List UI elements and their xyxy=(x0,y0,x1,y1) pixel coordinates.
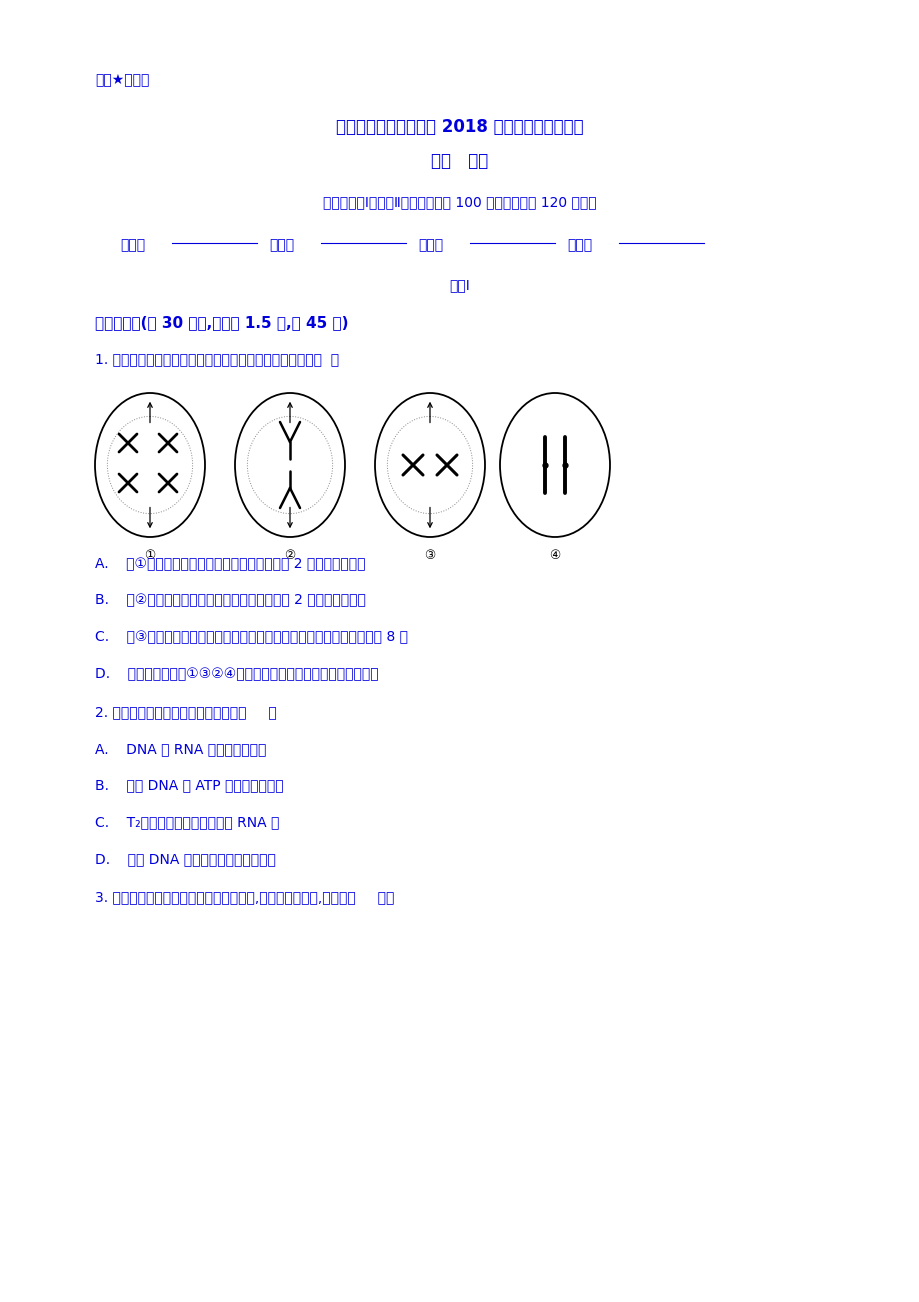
Text: 绝密★启用前: 绝密★启用前 xyxy=(95,72,149,86)
Text: ④: ④ xyxy=(549,549,560,562)
Text: 学校：: 学校： xyxy=(119,238,145,253)
Text: 考号：: 考号： xyxy=(566,238,592,253)
Text: 高一   生物: 高一 生物 xyxy=(431,152,488,171)
Text: ①: ① xyxy=(144,549,155,562)
Text: C.    图③处于减数第二次分裂的中期，该生物体细胞中染色体数目恒定为 8 条: C. 图③处于减数第二次分裂的中期，该生物体细胞中染色体数目恒定为 8 条 xyxy=(95,630,407,644)
Text: 1. 下列有关某生物体各细胞分裂示意图的叙述，正确的是（  ）: 1. 下列有关某生物体各细胞分裂示意图的叙述，正确的是（ ） xyxy=(95,352,339,366)
Text: D.    双链 DNA 分子中嘌呤数等于嘧啶数: D. 双链 DNA 分子中嘌呤数等于嘧啶数 xyxy=(95,852,276,866)
Text: ②: ② xyxy=(284,549,295,562)
Text: 班级：: 班级： xyxy=(417,238,443,253)
Text: A.    DNA 和 RNA 中的五碳糖相同: A. DNA 和 RNA 中的五碳糖相同 xyxy=(95,742,267,756)
Text: 2. 下列关于核酸的叙述中，正确的是（     ）: 2. 下列关于核酸的叙述中，正确的是（ ） xyxy=(95,704,277,719)
Text: 一、单选题(共 30 小题,每小题 1.5 分,共 45 分): 一、单选题(共 30 小题,每小题 1.5 分,共 45 分) xyxy=(95,315,348,329)
Text: 分卷Ⅰ: 分卷Ⅰ xyxy=(449,279,470,292)
Text: 3. 马和豚鼠体细胞具有相同数目的染色体,但性状差异很大,原因是（     ）。: 3. 马和豚鼠体细胞具有相同数目的染色体,但性状差异很大,原因是（ ）。 xyxy=(95,891,394,904)
Text: D.    四幅图可排序为①③②④，可出现在该生物体精子的形成过程中: D. 四幅图可排序为①③②④，可出现在该生物体精子的形成过程中 xyxy=(95,667,379,681)
Text: 本试卷分第Ⅰ卷和第Ⅱ卷两部分，共 100 分，考试时间 120 分钟。: 本试卷分第Ⅰ卷和第Ⅱ卷两部分，共 100 分，考试时间 120 分钟。 xyxy=(323,195,596,210)
Text: 云南省文山州丘北一中 2018 年下学期六月份月考: 云南省文山州丘北一中 2018 年下学期六月份月考 xyxy=(335,118,584,135)
Text: B.    组成 DNA 与 ATP 的元素种类不同: B. 组成 DNA 与 ATP 的元素种类不同 xyxy=(95,779,283,792)
Text: A.    图①处于减数第一次分裂的中期，细胞内有 2 对姐妹染色单体: A. 图①处于减数第一次分裂的中期，细胞内有 2 对姐妹染色单体 xyxy=(95,557,365,572)
Text: 姓名：: 姓名： xyxy=(268,238,294,253)
Text: B.    图②处于减数第二次分裂的后期，细胞内有 2 对姐妹染色单体: B. 图②处于减数第二次分裂的后期，细胞内有 2 对姐妹染色单体 xyxy=(95,592,366,607)
Text: ③: ③ xyxy=(424,549,436,562)
Text: C.    T₂噬菌体的遗传信息储存在 RNA 中: C. T₂噬菌体的遗传信息储存在 RNA 中 xyxy=(95,815,279,829)
